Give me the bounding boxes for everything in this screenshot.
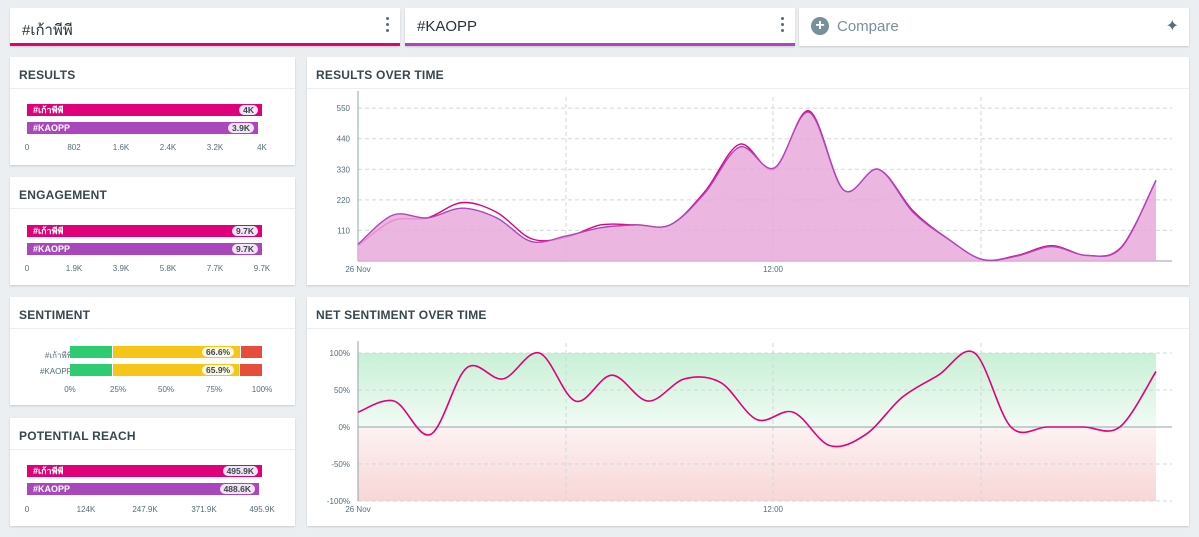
line-series-2 [357,111,1157,262]
x-tick-label: 12:00 [763,265,784,274]
axis-tick: 7.7K [206,264,224,273]
tab-underline [10,43,400,46]
bar-name: #เก้าพีพี [33,105,64,115]
x-tick-label: 26 Nov [345,265,370,274]
engagement-bar-1[interactable]: #เก้าพีพี 9.7K [27,225,262,237]
y-tick-label: 100% [330,349,350,358]
y-tick-label: 550 [337,104,351,113]
more-options-icon[interactable] [386,17,390,35]
sentiment-row-name: #เก้าพีพี [44,351,72,360]
y-tick-label: 50% [334,386,350,395]
axis-tick: 25% [109,385,127,394]
card-title: NET SENTIMENT OVER TIME [316,308,487,322]
axis-tick: 802 [67,143,81,152]
tab-series-2[interactable]: #KAOPP [405,8,795,46]
divider [307,88,1189,89]
sparkle-icon[interactable]: ✦ [1165,18,1179,35]
results-bar-1[interactable]: #เก้าพีพี 4K [27,104,262,116]
sentiment-value: 65.9% [202,365,235,375]
axis-tick: 75% [205,385,223,394]
divider [10,328,295,329]
reach-card: POTENTIAL REACH #เก้าพีพี 495.9K #KAOPP … [10,418,295,526]
divider [10,449,295,450]
bar-value: 4K [239,105,258,115]
add-icon[interactable]: + [811,17,829,35]
bar-name: #เก้าพีพี [33,466,64,476]
axis-tick: 100% [251,385,273,394]
engagement-card: ENGAGEMENT #เก้าพีพี 9.7K #KAOPP 9.7K 0 … [10,177,295,285]
card-title: SENTIMENT [19,308,91,322]
x-tick-label: 12:00 [763,505,784,514]
y-tick-label: 110 [337,226,350,235]
bar-name: #KAOPP [33,244,71,254]
card-title: POTENTIAL REACH [19,429,136,443]
results-over-time-card: RESULTS OVER TIME 110 220 330 440 550 26 Nov 1… [307,57,1189,285]
tab-series-1[interactable]: #เก้าพีพี [10,8,400,46]
results-over-time-chart[interactable]: 110 220 330 440 550 26 Nov 12:00 [307,57,1189,285]
y-tick-label: -50% [331,460,350,469]
axis-tick: 0 [24,264,30,273]
negative-segment[interactable] [238,364,262,376]
bar-name: #KAOPP [33,484,71,494]
reach-bar-2[interactable]: #KAOPP 488.6K [27,483,259,495]
axis-tick: 5.8K [159,264,177,273]
negative-segment[interactable] [240,346,262,358]
net-sentiment-line [357,350,1157,448]
axis-tick: 1.6K [112,143,130,152]
net-sentiment-card: NET SENTIMENT OVER TIME 100% 50% 0% -50% -10… [307,297,1189,526]
axis-tick: 9.7K [253,264,271,273]
divider [10,88,295,89]
engagement-bar-2[interactable]: #KAOPP 9.7K [27,243,262,255]
card-title: RESULTS OVER TIME [316,68,444,82]
card-title: RESULTS [19,68,76,82]
positive-segment[interactable] [70,364,113,376]
y-tick-label: 0% [338,423,350,432]
sentiment-value: 66.6% [202,347,235,357]
positive-segment[interactable] [70,346,113,358]
results-bar-2[interactable]: #KAOPP 3.9K [27,122,258,134]
axis-tick: 4K [257,143,267,152]
bar-value: 9.7K [232,226,258,236]
axis-tick: 247.9K [132,505,158,514]
tab-underline [405,43,795,46]
axis-tick: 3.2K [206,143,224,152]
axis-tick: 124K [76,505,96,514]
divider [307,328,1189,329]
bar-name: #KAOPP [33,123,71,133]
results-card: RESULTS #เก้าพีพี 4K #KAOPP 3.9K 0 802 1… [10,57,295,165]
sentiment-row-name: #KAOPP [39,367,72,376]
axis-tick: 0 [24,505,30,514]
tab-label: #เก้าพีพี [22,22,73,39]
bar-value: 9.7K [232,244,258,254]
axis-tick: 371.9K [191,505,217,514]
more-options-icon[interactable] [781,17,785,35]
y-tick-label: 330 [337,165,351,174]
compare-tab[interactable]: + Compare ✦ [799,8,1189,46]
x-tick-label: 26 Nov [345,505,370,514]
axis-tick: 495.9K [249,505,275,514]
axis-tick: 1.9K [65,264,83,273]
axis-tick: 0 [24,143,30,152]
sentiment-card: SENTIMENT #เก้าพีพี 66.6% #KAOPP 65.9% 0… [10,297,295,405]
sentiment-bar-1[interactable]: 66.6% [70,346,262,358]
divider [10,208,295,209]
bar-value: 3.9K [228,123,254,133]
y-tick-label: 220 [337,196,351,205]
axis-tick: 3.9K [112,264,130,273]
y-tick-label: -100% [327,497,350,506]
card-title: ENGAGEMENT [19,188,108,202]
y-tick-label: 440 [337,135,351,144]
axis-tick: 2.4K [159,143,177,152]
tab-label: #KAOPP [417,18,478,35]
compare-label: Compare [837,18,899,35]
axis-tick: 50% [157,385,175,394]
net-sentiment-chart[interactable]: 100% 50% 0% -50% -100%26 Nov 12:00 [307,297,1189,526]
reach-bar-1[interactable]: #เก้าพีพี 495.9K [27,465,262,477]
bar-value: 488.6K [219,484,255,494]
axis-tick: 0% [64,385,76,394]
sentiment-bar-2[interactable]: 65.9% [70,364,262,376]
area-series [358,112,1156,262]
bar-value: 495.9K [222,466,258,476]
bar-name: #เก้าพีพี [33,226,64,236]
